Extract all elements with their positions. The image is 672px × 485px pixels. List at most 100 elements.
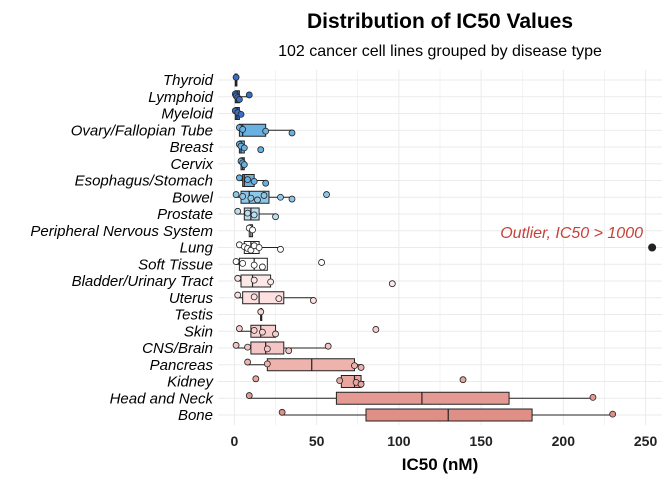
- data-point: [240, 144, 248, 152]
- data-point: [232, 341, 240, 349]
- x-tick-label: 0: [231, 433, 239, 449]
- x-tick-label: 50: [309, 433, 325, 449]
- data-point: [247, 246, 255, 254]
- data-point: [258, 328, 266, 336]
- data-point: [351, 362, 358, 370]
- category-label: Prostate: [157, 206, 213, 223]
- data-point: [232, 191, 240, 198]
- data-point: [255, 244, 263, 251]
- chart-title: Distribution of IC50 Values: [307, 10, 573, 33]
- data-point: [249, 226, 256, 234]
- data-point: [277, 245, 284, 253]
- box: [365, 408, 533, 422]
- data-point: [262, 179, 270, 187]
- box-marks: [231, 73, 657, 422]
- data-point: [234, 291, 242, 299]
- category-label: Lymphoid: [148, 89, 213, 106]
- category-label: Kidney: [167, 374, 214, 391]
- data-point: [372, 326, 380, 333]
- data-point: [244, 209, 252, 217]
- data-point: [250, 276, 258, 284]
- category-label: Bone: [178, 407, 213, 424]
- data-point: [232, 258, 240, 265]
- outlier-annotation: Outlier, IC50 > 1000: [500, 225, 643, 242]
- data-point: [277, 193, 284, 201]
- x-axis-label: IC50 (nM): [402, 455, 479, 474]
- data-point: [237, 111, 245, 118]
- data-point: [288, 195, 296, 203]
- x-tick-label: 100: [387, 433, 411, 449]
- box: [335, 391, 510, 405]
- data-point: [235, 174, 243, 182]
- data-point: [239, 125, 247, 133]
- data-point: [357, 364, 365, 371]
- category-label: Uterus: [169, 290, 214, 307]
- data-point: [239, 192, 247, 200]
- category-label: Esophagus/Stomach: [75, 173, 213, 190]
- data-point: [240, 161, 248, 169]
- data-point: [257, 308, 265, 316]
- data-point: [609, 410, 617, 418]
- data-point: [388, 280, 396, 288]
- x-tick-labels: 0 50 100 150 200 250: [231, 433, 658, 449]
- category-label: Cervix: [170, 156, 213, 173]
- box: [266, 358, 355, 372]
- data-point: [245, 392, 253, 399]
- data-point: [309, 297, 317, 304]
- data-point: [263, 360, 271, 368]
- data-point: [589, 393, 597, 401]
- data-point: [357, 380, 365, 388]
- category-label: Testis: [174, 307, 213, 324]
- data-point: [250, 326, 258, 334]
- category-label: Peripheral Nervous System: [30, 223, 213, 240]
- data-point: [278, 408, 286, 416]
- data-point: [234, 207, 242, 215]
- category-label: Pancreas: [150, 357, 214, 374]
- data-point: [258, 263, 266, 271]
- data-point: [250, 261, 258, 269]
- data-point: [324, 342, 332, 350]
- data-point: [235, 325, 243, 332]
- category-label: Bowel: [172, 189, 214, 206]
- data-point: [336, 377, 344, 385]
- data-point: [252, 375, 260, 383]
- category-label: Soft Tissue: [138, 256, 213, 273]
- data-point: [323, 191, 330, 198]
- data-point: [288, 129, 296, 137]
- category-label: Thyroid: [163, 72, 214, 89]
- data-point: [257, 146, 265, 154]
- data-point: [239, 259, 247, 267]
- data-point: [272, 330, 279, 338]
- data-point: [262, 127, 270, 135]
- data-point: [267, 278, 275, 286]
- data-point: [263, 345, 271, 353]
- data-point: [250, 293, 258, 301]
- data-point: [235, 96, 243, 103]
- data-point: [272, 213, 279, 221]
- data-point: [244, 358, 252, 366]
- data-point: [244, 176, 252, 184]
- x-tick-label: 250: [634, 433, 658, 449]
- x-tick-label: 200: [552, 433, 576, 449]
- chart-subtitle: 102 cancer cell lines grouped by disease…: [278, 43, 602, 60]
- category-label: Skin: [184, 323, 213, 340]
- category-label: Head and Neck: [110, 390, 215, 407]
- data-point: [459, 376, 467, 384]
- data-point: [234, 274, 242, 282]
- data-point: [245, 91, 253, 99]
- category-label: Lung: [180, 240, 214, 257]
- outlier-point: [648, 243, 657, 252]
- grid-lines: [218, 70, 662, 425]
- data-point: [247, 194, 255, 202]
- category-label: Myeloid: [161, 106, 213, 123]
- category-label: Breast: [170, 139, 214, 156]
- data-point: [260, 192, 268, 199]
- x-tick-label: 150: [469, 433, 493, 449]
- data-point: [250, 177, 258, 185]
- category-label: Ovary/Fallopian Tube: [71, 122, 213, 139]
- data-point: [285, 347, 293, 355]
- category-label: CNS/Brain: [142, 340, 213, 357]
